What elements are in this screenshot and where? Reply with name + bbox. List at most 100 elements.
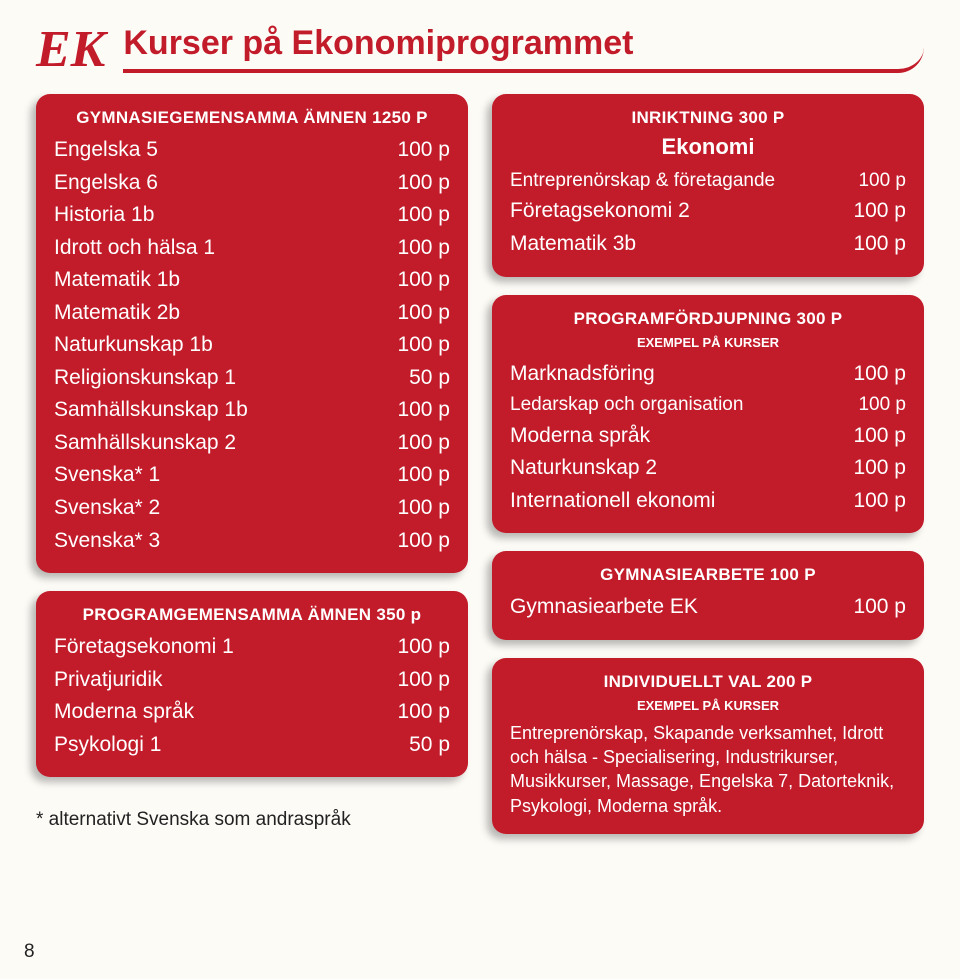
course-label: Internationell ekonomi — [510, 485, 843, 518]
card-heading: GYMNASIEGEMENSAMMA ÄMNEN 1250 P — [54, 108, 450, 128]
course-row: Ledarskap och organisation 100 p — [510, 390, 906, 419]
course-row: Naturkunskap 1b 100 p — [54, 329, 450, 362]
course-row: Matematik 1b 100 p — [54, 264, 450, 297]
card-individuellt-val: INDIVIDUELLT VAL 200 P EXEMPEL PÅ KURSER… — [492, 658, 924, 834]
course-points: 100 p — [397, 492, 450, 525]
course-points: 100 p — [397, 232, 450, 265]
course-row: Religionskunskap 1 50 p — [54, 362, 450, 395]
course-label: Privatjuridik — [54, 664, 387, 697]
course-row: Privatjuridik 100 p — [54, 664, 450, 697]
course-label: Samhällskunskap 2 — [54, 427, 387, 460]
card-programfordjupning: PROGRAMFÖRDJUPNING 300 P EXEMPEL PÅ KURS… — [492, 295, 924, 534]
card-heading: PROGRAMFÖRDJUPNING 300 P — [510, 309, 906, 329]
card-heading: INDIVIDUELLT VAL 200 P — [510, 672, 906, 692]
course-points: 100 p — [858, 166, 906, 195]
course-points: 100 p — [397, 427, 450, 460]
course-label: Ledarskap och organisation — [510, 390, 848, 419]
course-row: Matematik 3b 100 p — [510, 228, 906, 261]
course-points: 100 p — [853, 195, 906, 228]
right-column: INRIKTNING 300 P Ekonomi Entreprenörskap… — [492, 94, 924, 834]
course-row: Entreprenörskap & företagande 100 p — [510, 166, 906, 195]
program-logo: EK — [36, 24, 105, 76]
course-label: Samhällskunskap 1b — [54, 394, 387, 427]
course-points: 100 p — [853, 358, 906, 391]
course-row: Matematik 2b 100 p — [54, 297, 450, 330]
course-label: Naturkunskap 1b — [54, 329, 387, 362]
card-heading: GYMNASIEARBETE 100 P — [510, 565, 906, 585]
course-row: Moderna språk 100 p — [510, 420, 906, 453]
course-label: Psykologi 1 — [54, 729, 399, 762]
course-row: Företagsekonomi 2 100 p — [510, 195, 906, 228]
course-label: Företagsekonomi 2 — [510, 195, 843, 228]
course-row: Internationell ekonomi 100 p — [510, 485, 906, 518]
course-points: 100 p — [397, 664, 450, 697]
course-points: 100 p — [397, 264, 450, 297]
course-label: Engelska 5 — [54, 134, 387, 167]
card-subheading: Ekonomi — [510, 134, 906, 160]
course-points: 100 p — [397, 525, 450, 558]
course-points: 100 p — [397, 297, 450, 330]
card-programgemensamma: PROGRAMGEMENSAMMA ÄMNEN 350 p Företagsek… — [36, 591, 468, 777]
card-heading: INRIKTNING 300 P — [510, 108, 906, 128]
card-inriktning: INRIKTNING 300 P Ekonomi Entreprenörskap… — [492, 94, 924, 277]
course-label: Svenska* 2 — [54, 492, 387, 525]
page-number: 8 — [24, 941, 35, 963]
course-row: Gymnasiearbete EK 100 p — [510, 591, 906, 624]
course-points: 100 p — [853, 591, 906, 624]
course-label: Matematik 1b — [54, 264, 387, 297]
footnote: * alternativt Svenska som andraspråk — [36, 809, 468, 831]
course-points: 100 p — [853, 420, 906, 453]
course-points: 100 p — [397, 329, 450, 362]
course-points: 100 p — [397, 199, 450, 232]
course-row: Psykologi 1 50 p — [54, 729, 450, 762]
course-label: Svenska* 3 — [54, 525, 387, 558]
course-label: Historia 1b — [54, 199, 387, 232]
card-body-text: Entreprenörskap, Skapande verksamhet, Id… — [510, 721, 906, 818]
course-label: Moderna språk — [510, 420, 843, 453]
course-row: Samhällskunskap 1b 100 p — [54, 394, 450, 427]
course-points: 50 p — [409, 729, 450, 762]
course-points: 100 p — [397, 696, 450, 729]
course-points: 100 p — [397, 167, 450, 200]
course-points: 100 p — [853, 452, 906, 485]
course-label: Entreprenörskap & företagande — [510, 166, 848, 195]
course-label: Idrott och hälsa 1 — [54, 232, 387, 265]
card-gymnasiegemensamma: GYMNASIEGEMENSAMMA ÄMNEN 1250 P Engelska… — [36, 94, 468, 573]
course-label: Marknadsföring — [510, 358, 843, 391]
course-label: Moderna språk — [54, 696, 387, 729]
card-gymnasiearbete: GYMNASIEARBETE 100 P Gymnasiearbete EK 10… — [492, 551, 924, 640]
course-row: Moderna språk 100 p — [54, 696, 450, 729]
course-row: Naturkunskap 2 100 p — [510, 452, 906, 485]
course-label: Matematik 3b — [510, 228, 843, 261]
course-label: Svenska* 1 — [54, 459, 387, 492]
course-points: 100 p — [397, 394, 450, 427]
card-subnote: EXEMPEL PÅ KURSER — [510, 698, 906, 713]
course-row: Engelska 6 100 p — [54, 167, 450, 200]
course-label: Matematik 2b — [54, 297, 387, 330]
course-points: 100 p — [853, 485, 906, 518]
course-label: Engelska 6 — [54, 167, 387, 200]
card-subnote: EXEMPEL PÅ KURSER — [510, 335, 906, 350]
course-row: Engelska 5 100 p — [54, 134, 450, 167]
course-row: Svenska* 2 100 p — [54, 492, 450, 525]
page-title: Kurser på Ekonomiprogrammet — [123, 24, 924, 73]
course-label: Naturkunskap 2 — [510, 452, 843, 485]
course-points: 100 p — [858, 390, 906, 419]
course-label: Religionskunskap 1 — [54, 362, 399, 395]
course-row: Historia 1b 100 p — [54, 199, 450, 232]
course-row: Företagsekonomi 1 100 p — [54, 631, 450, 664]
course-row: Idrott och hälsa 1 100 p — [54, 232, 450, 265]
course-points: 50 p — [409, 362, 450, 395]
left-column: GYMNASIEGEMENSAMMA ÄMNEN 1250 P Engelska… — [36, 94, 468, 834]
course-row: Svenska* 3 100 p — [54, 525, 450, 558]
course-points: 100 p — [853, 228, 906, 261]
course-row: Samhällskunskap 2 100 p — [54, 427, 450, 460]
course-label: Gymnasiearbete EK — [510, 591, 843, 624]
course-row: Marknadsföring 100 p — [510, 358, 906, 391]
course-points: 100 p — [397, 631, 450, 664]
course-points: 100 p — [397, 459, 450, 492]
card-heading: PROGRAMGEMENSAMMA ÄMNEN 350 p — [54, 605, 450, 625]
course-points: 100 p — [397, 134, 450, 167]
course-row: Svenska* 1 100 p — [54, 459, 450, 492]
course-label: Företagsekonomi 1 — [54, 631, 387, 664]
